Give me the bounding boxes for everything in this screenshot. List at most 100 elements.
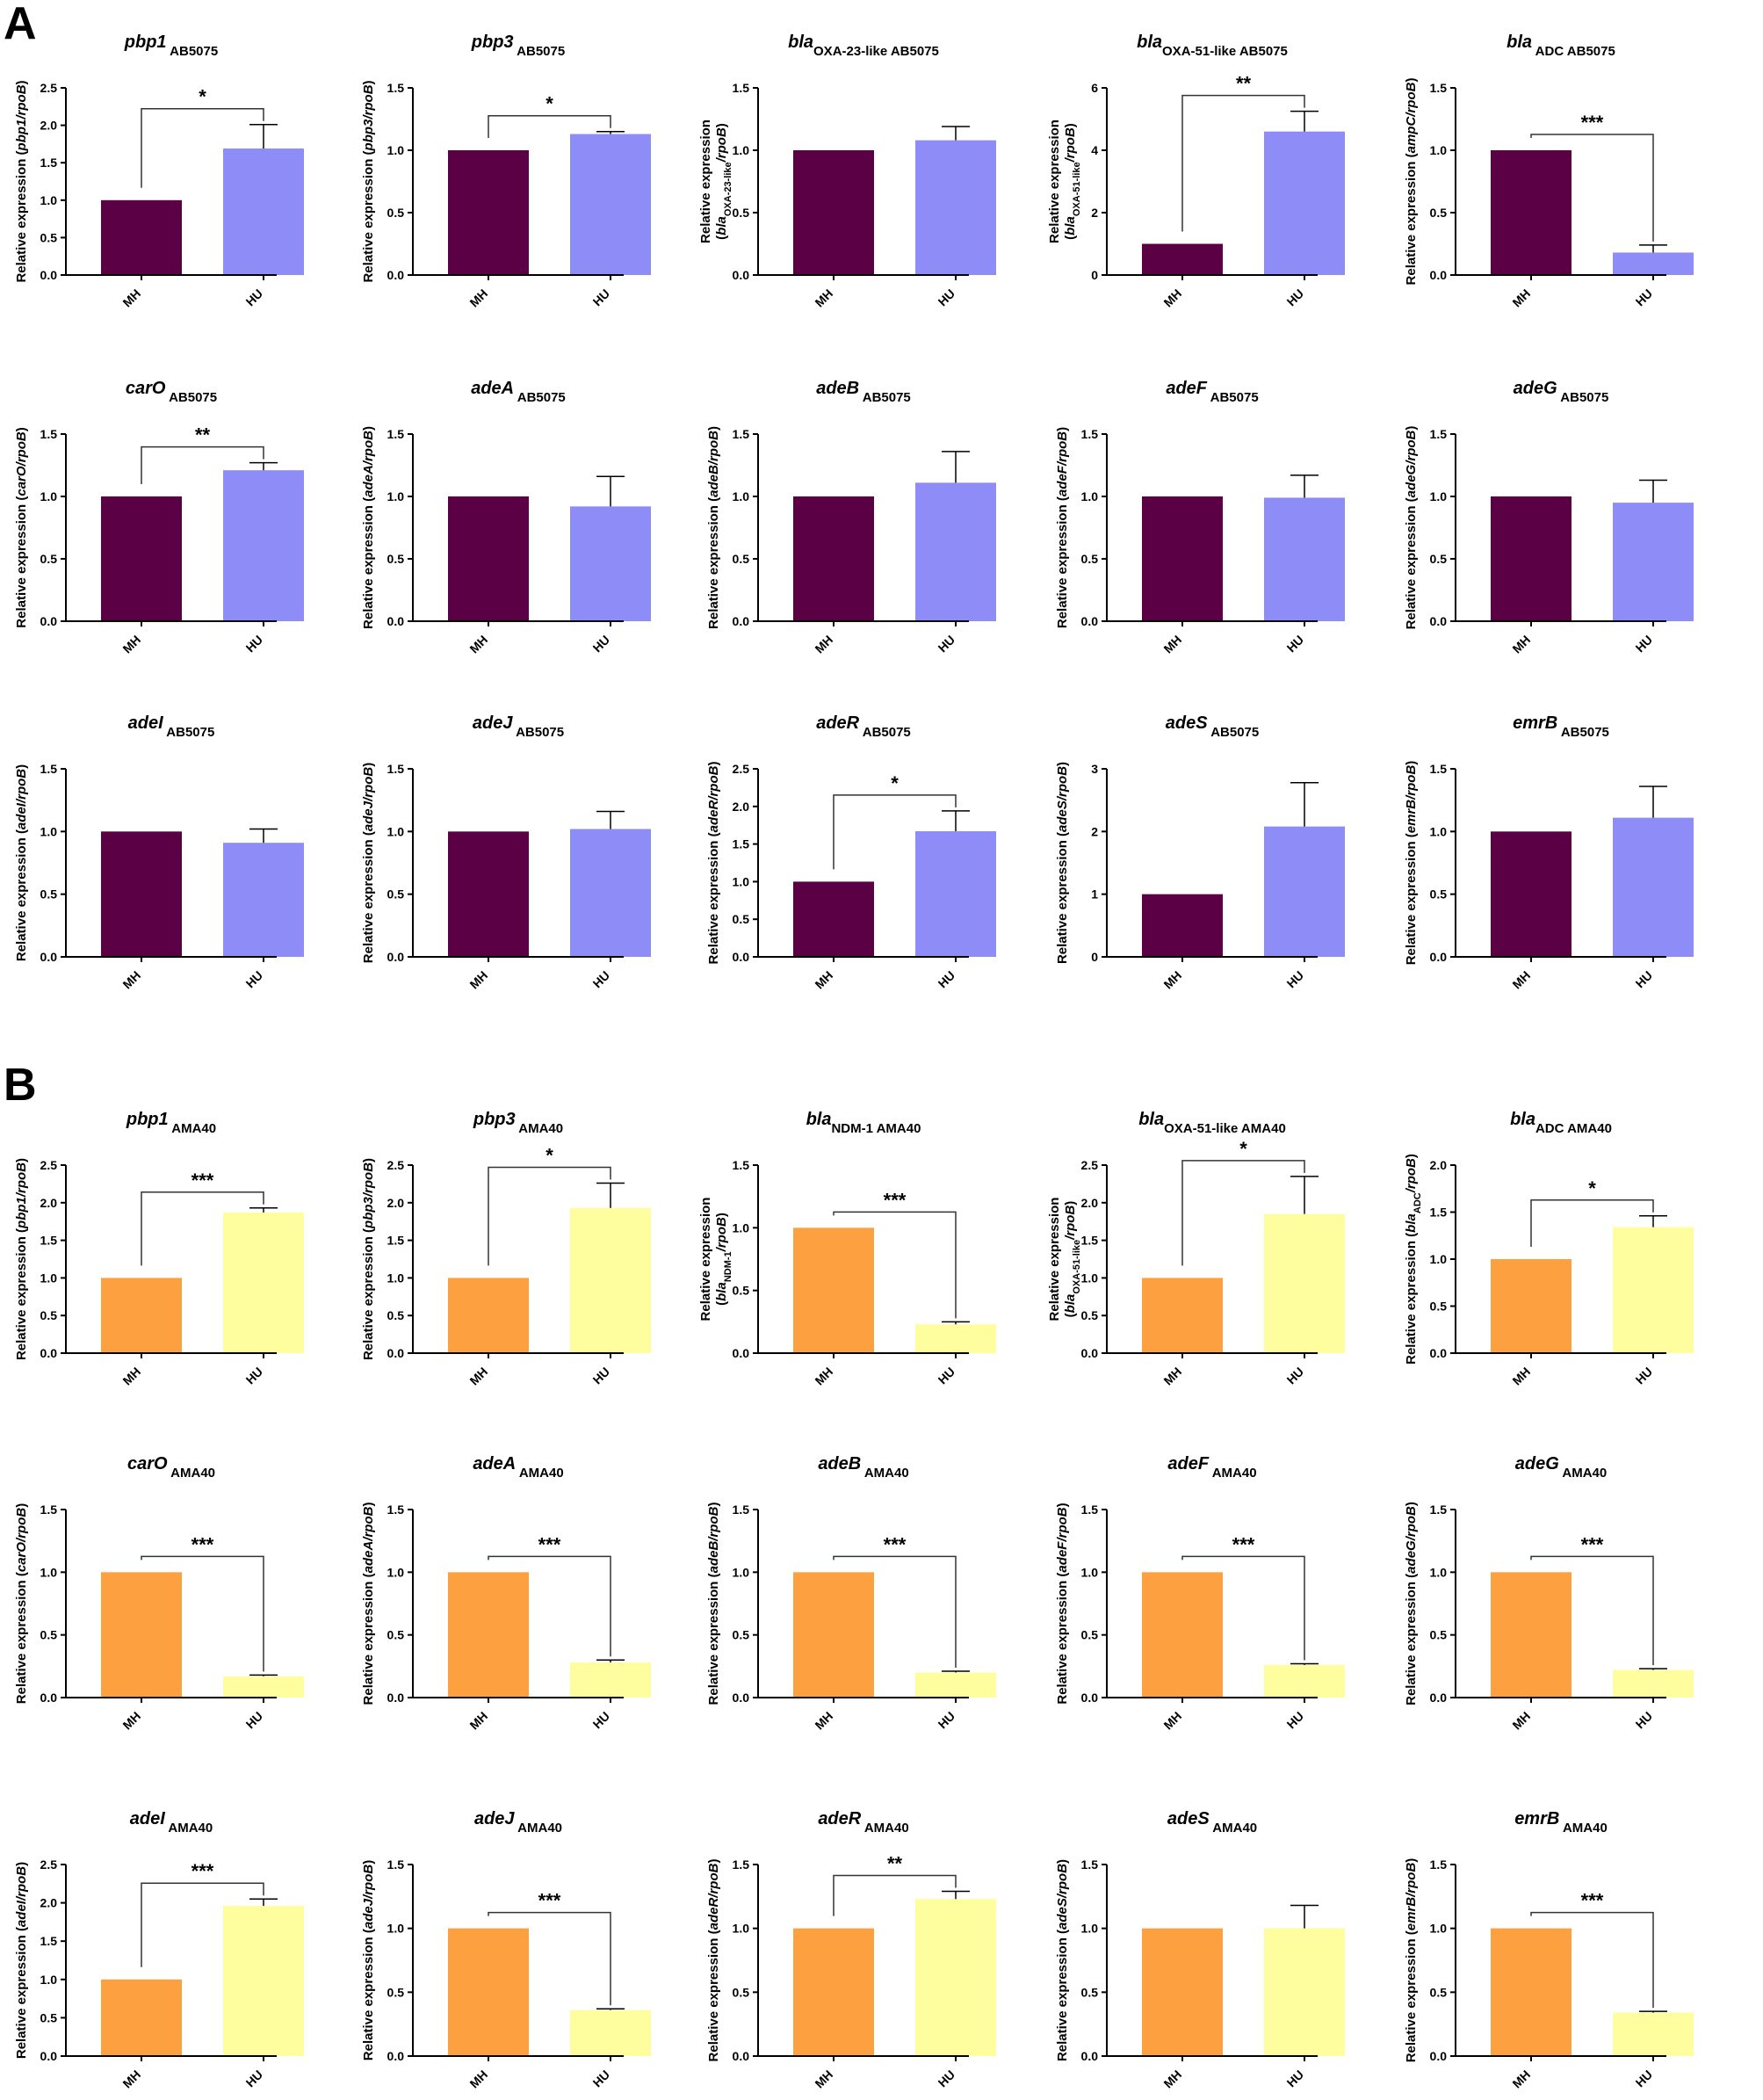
text-part: ): [14, 1862, 29, 1866]
y-tick-label: 2.0: [1081, 1196, 1099, 1210]
chart-title: adeS AB5075: [1166, 713, 1259, 740]
bar-mh: [101, 1979, 182, 2056]
significance-bracket: [488, 114, 611, 138]
chart-title: adeB AB5075: [816, 379, 911, 405]
y-tick-label: 0.5: [40, 1628, 58, 1642]
x-tick-label: HU: [1283, 968, 1306, 991]
text-part: ): [1404, 1858, 1419, 1863]
y-tick-label: 1.0: [733, 1565, 750, 1579]
y-tick-label: 0.0: [40, 1346, 58, 1360]
y-tick-label: 1.0: [733, 874, 750, 888]
significance-bracket: [833, 794, 957, 870]
x-tick-label: MH: [466, 968, 490, 992]
bar-mh: [793, 150, 874, 275]
chart-A_adc: bla ADC AB5075 0.0 0.5 1.0 1.5 MH HU Relative e…: [1404, 33, 1694, 310]
y-tick-label: 1.5: [1430, 1857, 1448, 1872]
y-tick-label: 0.0: [40, 1691, 58, 1705]
x-tick-label: HU: [1632, 286, 1655, 309]
text-part: AB5075: [514, 390, 566, 405]
y-tick-label: 1.5: [733, 81, 750, 95]
significance-bracket: [141, 1555, 264, 1672]
significance-bracket: [1181, 94, 1305, 232]
bar-mh: [793, 881, 874, 957]
y-tick-label: 0.0: [1430, 268, 1448, 282]
y-tick-label: 1.5: [1430, 762, 1448, 776]
y-tick-label: 2.0: [40, 119, 58, 133]
y-tick-label: 1.5: [40, 1503, 58, 1517]
y-tick-label: 1.0: [1081, 489, 1099, 503]
bar-hu: [570, 1662, 651, 1698]
x-tick-label: HU: [935, 968, 957, 991]
bar-mh: [101, 496, 182, 621]
text-part: AB5075: [1557, 725, 1609, 740]
text-part: ): [1404, 426, 1419, 431]
x-tick-label: MH: [1160, 1365, 1184, 1388]
text-part: carO: [127, 1454, 168, 1474]
text-part: Relative expression (: [14, 150, 29, 282]
x-tick-label: MH: [466, 2067, 490, 2091]
text-part: ): [14, 427, 29, 431]
significance-bracket: [1181, 1160, 1305, 1266]
chart-A_adeA: adeA AB5075 0.0 0.5 1.0 1.5 MH HU Relative expr…: [361, 379, 651, 656]
y-tick-label: 1.5: [1430, 1206, 1448, 1220]
y-tick-label: 1.5: [387, 427, 405, 441]
y-axis-label: Relative expression (adeS/rpoB): [1055, 762, 1070, 964]
text-part: Relative expression (: [14, 1572, 29, 1704]
y-tick-label: 0.0: [387, 1691, 405, 1705]
chart-title: adeG AB5075: [1514, 379, 1609, 405]
y-tick-label: 1.5: [733, 1158, 750, 1172]
y-tick-label: 1.5: [40, 427, 58, 441]
bar-mh: [448, 831, 529, 957]
y-tick-label: 0.0: [733, 1691, 750, 1705]
significance-stars: *: [1239, 1138, 1247, 1160]
y-tick-label: 0.5: [733, 1284, 750, 1298]
y-tick-label: 1.0: [1430, 824, 1448, 838]
text-part: emrB/rpoB: [1404, 1863, 1419, 1931]
text-part: Relative expression (: [361, 1929, 376, 2060]
chart-title: carO AB5075: [126, 379, 217, 405]
chart-title: adeA AMA40: [473, 1454, 563, 1481]
y-tick-label: 0.0: [1081, 2049, 1099, 2063]
chart-title: emrB AMA40: [1514, 1809, 1608, 1836]
text-part: adeG/rpoB: [1404, 430, 1419, 497]
y-tick-label: 0.5: [1081, 1628, 1099, 1642]
text-part: AB5075: [1208, 725, 1260, 740]
y-axis-label: Relative expression (ampC/rpoB): [1404, 78, 1419, 286]
text-part: adeR: [816, 713, 859, 733]
bar-mh: [1142, 1278, 1223, 1353]
x-tick-label: HU: [1283, 1709, 1306, 1732]
x-tick-label: HU: [242, 633, 265, 655]
text-part: Relative expression (: [706, 1573, 721, 1705]
y-axis-label: Relative expression: [698, 119, 713, 243]
y-tick-label: 1.5: [1081, 1234, 1099, 1248]
significance-stars: *: [1588, 1177, 1596, 1199]
y-tick-label: 0.5: [387, 206, 405, 220]
significance-stars: ***: [1232, 1533, 1255, 1555]
bar-mh: [448, 1278, 529, 1353]
bar-hu: [570, 134, 651, 275]
text-part: ): [1063, 1201, 1078, 1206]
significance-bracket: [833, 1555, 957, 1669]
text-part: (: [714, 235, 729, 240]
y-tick-label: 1.0: [387, 824, 405, 838]
text-part: bla: [806, 1110, 832, 1129]
text-part: ): [1055, 1503, 1070, 1507]
y-tick-label: 2.0: [387, 1196, 405, 1210]
bar-hu: [1264, 131, 1345, 275]
y-axis-label: (blaOXA-23-like/rpoB): [714, 123, 733, 240]
text-part: OXA-23-like AB5075: [813, 44, 939, 59]
text-part: AMA40: [168, 1466, 215, 1481]
text-part: Relative expression (: [706, 832, 721, 964]
bar-mh: [1491, 1928, 1572, 2056]
text-part: Relative expression (: [1404, 1574, 1419, 1705]
bar-hu: [1613, 503, 1694, 621]
y-tick-label: 2.0: [40, 1196, 58, 1210]
y-tick-label: 1.5: [733, 427, 750, 441]
text-part: ): [361, 1503, 376, 1507]
chart-title: adeF AMA40: [1167, 1454, 1256, 1481]
text-part: ): [714, 123, 729, 127]
text-part: Relative expression (: [1404, 833, 1419, 965]
y-tick-label: 0.0: [733, 614, 750, 628]
text-part: bla: [714, 216, 729, 235]
